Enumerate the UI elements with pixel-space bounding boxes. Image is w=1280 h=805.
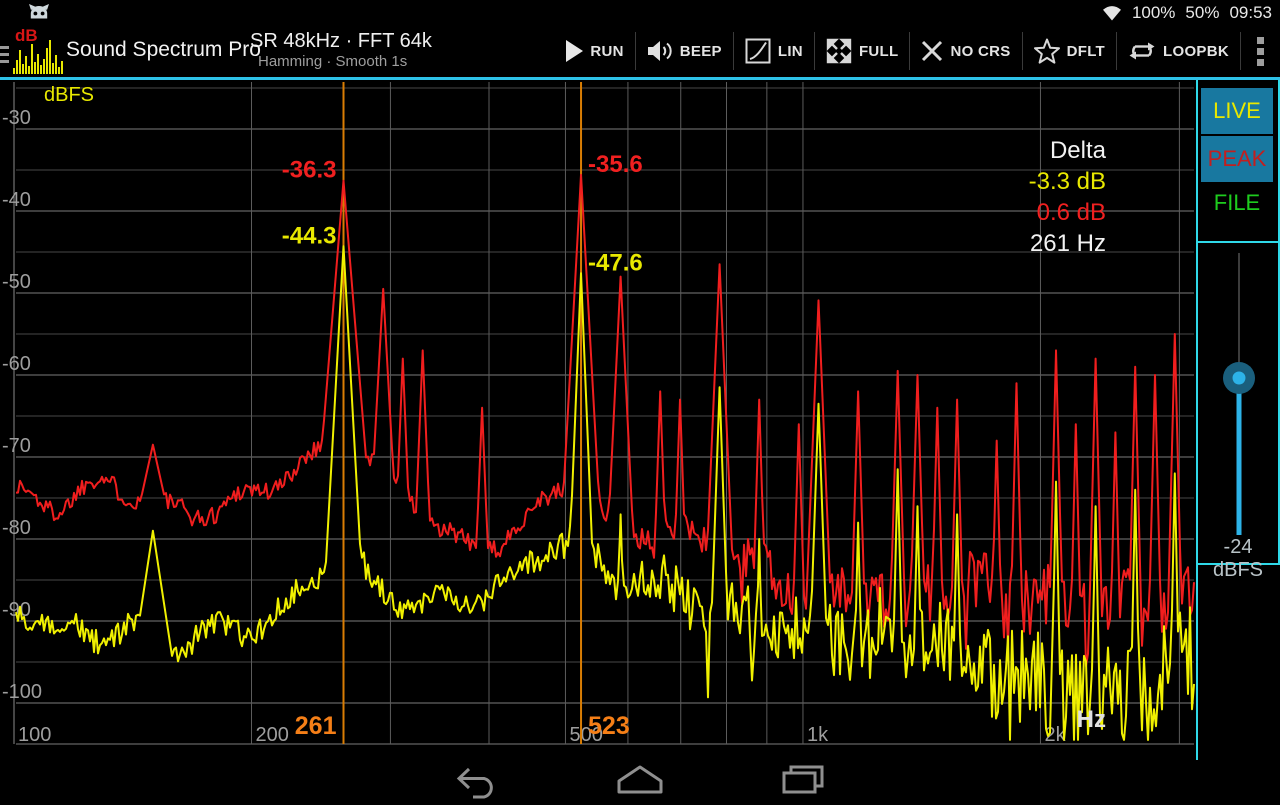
y-tick-label: -40 xyxy=(2,189,31,211)
window-smooth-line: Hamming · Smooth 1s xyxy=(258,53,408,70)
lin-button[interactable]: LIN xyxy=(734,31,814,71)
action-buttons: RUN BEEP LIN xyxy=(554,25,1280,77)
separator xyxy=(1116,32,1118,70)
loop-icon xyxy=(1128,40,1156,62)
right-sidebar: LIVE PEAK FILE -24 dBFS xyxy=(1196,80,1280,763)
home-button[interactable] xyxy=(617,765,663,794)
sr-fft-line: SR 48kHz · FFT 64k xyxy=(250,30,432,52)
sidebar-divider xyxy=(1196,563,1280,565)
file-button[interactable]: FILE xyxy=(1213,190,1261,215)
separator xyxy=(813,32,815,70)
delta-peak-value: 0.6 dB xyxy=(1036,199,1106,226)
logo-db-text: dB xyxy=(15,26,38,45)
separator xyxy=(909,32,911,70)
recents-button[interactable] xyxy=(782,765,824,794)
delta-freq-value: 261 Hz xyxy=(1029,230,1106,257)
x-tick-label: 500 xyxy=(569,724,602,746)
x-cross-icon xyxy=(921,40,943,62)
logo-spectrum-bars xyxy=(13,40,63,74)
full-button[interactable]: FULL xyxy=(815,31,910,71)
settings-summary[interactable]: SR 48kHz · FFT 64k Hamming · Smooth 1s xyxy=(250,30,432,70)
star-icon xyxy=(1033,38,1060,64)
gain-slider[interactable] xyxy=(1196,245,1280,535)
y-tick-label: -50 xyxy=(2,271,31,293)
live-button[interactable]: LIVE xyxy=(1201,88,1273,134)
y-tick-label: -100 xyxy=(2,681,42,703)
mascot-icon xyxy=(29,4,49,19)
y-tick-label: -60 xyxy=(2,353,31,375)
no-crs-button[interactable]: NO CRS xyxy=(910,31,1021,71)
run-button[interactable]: RUN xyxy=(554,31,634,71)
speaker-icon xyxy=(647,40,673,62)
separator xyxy=(732,32,734,70)
x-tick-label: 1k xyxy=(807,724,829,746)
sidebar-right-border xyxy=(1278,80,1280,563)
sidebar-divider xyxy=(1196,241,1280,243)
dflt-button[interactable]: DFLT xyxy=(1023,31,1116,71)
cursor-label-523: 523 xyxy=(588,712,630,740)
overflow-menu-icon[interactable] xyxy=(1241,36,1280,66)
separator xyxy=(634,32,636,70)
separator xyxy=(1021,32,1023,70)
second-percent: 50% xyxy=(1185,2,1220,22)
separator xyxy=(1240,32,1241,70)
back-button[interactable] xyxy=(456,767,493,799)
y-axis-unit-label: dBFS xyxy=(44,84,95,106)
clock: 09:53 xyxy=(1229,2,1272,22)
spectrum-chart[interactable]: -30 -40 -50 -60 -70 -80 -90 -100 100 200 500 1k 2k 26… xyxy=(0,80,1196,760)
delta-readout-panel: Delta -3.3 dB 0.6 dB 261 Hz xyxy=(1029,135,1106,259)
delta-title: Delta xyxy=(1049,137,1106,164)
slider-value-label: -24 dBFS xyxy=(1212,536,1264,581)
peak-annotation: -36.3 xyxy=(282,157,337,184)
live-trace xyxy=(15,245,1195,741)
loopbk-button[interactable]: LOOPBK xyxy=(1117,31,1240,71)
peak-annotation: -44.3 xyxy=(282,222,337,249)
y-tick-label: -70 xyxy=(2,435,31,457)
expand-icon xyxy=(826,38,852,64)
menu-icon[interactable] xyxy=(0,46,9,63)
peak-button[interactable]: PEAK xyxy=(1201,136,1273,182)
peak-annotation: -35.6 xyxy=(588,151,643,178)
x-axis-unit-label: Hz xyxy=(1076,706,1106,733)
wifi-icon xyxy=(1102,5,1121,21)
android-nav-bar xyxy=(0,760,1280,800)
beep-button[interactable]: BEEP xyxy=(636,31,733,71)
y-tick-label: -80 xyxy=(2,517,31,539)
delta-live-value: -3.3 dB xyxy=(1028,168,1106,195)
peak-annotation: -47.6 xyxy=(588,249,643,276)
status-bar: 100% 50% 09:53 xyxy=(0,0,1280,25)
y-tick-label: -30 xyxy=(2,107,31,129)
sidebar-left-border xyxy=(1196,80,1198,763)
action-bar: dB Sound Spectrum Pro SR 48kHz · FFT 64k… xyxy=(0,25,1280,80)
lin-curve-icon xyxy=(745,38,771,64)
battery-percent: 100% xyxy=(1131,2,1176,22)
app-logo-icon: dB xyxy=(13,26,63,76)
play-icon xyxy=(565,40,584,62)
cursor-label-261: 261 xyxy=(295,712,337,740)
app-title: Sound Spectrum Pro xyxy=(66,38,261,61)
peak-trace xyxy=(16,173,1195,667)
x-tick-label: 100 xyxy=(18,724,51,746)
x-tick-label: 200 xyxy=(256,724,289,746)
y-tick-label: -90 xyxy=(2,599,31,621)
